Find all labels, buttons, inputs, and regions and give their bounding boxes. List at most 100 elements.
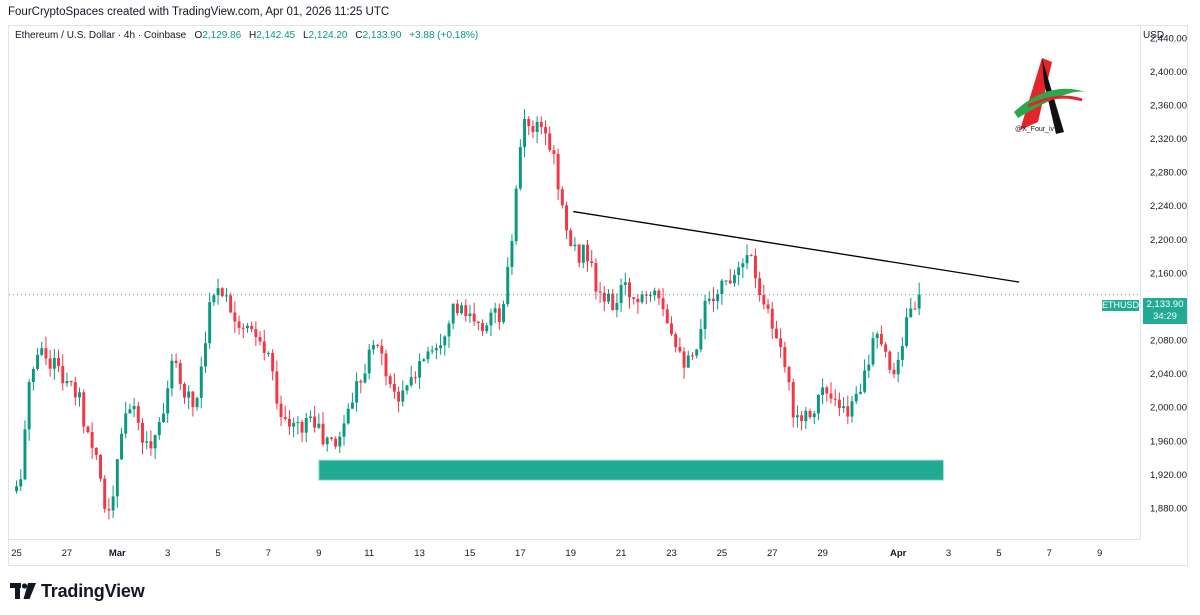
candle[interactable] [787,365,791,391]
candle[interactable] [464,299,468,322]
candle[interactable] [917,282,921,316]
candle[interactable] [283,405,287,421]
candle[interactable] [711,287,715,313]
candle[interactable] [384,349,388,386]
candle[interactable] [493,302,497,324]
candle[interactable] [678,337,682,354]
candle[interactable] [724,280,728,286]
candle[interactable] [342,415,346,446]
candle[interactable] [816,394,820,421]
candle[interactable] [573,237,577,251]
candle[interactable] [166,380,170,423]
candle[interactable] [602,286,606,312]
candle[interactable] [825,385,829,402]
candle[interactable] [506,257,510,307]
candle[interactable] [308,410,312,423]
candle[interactable] [854,386,858,405]
candle[interactable] [514,185,518,245]
candle[interactable] [52,348,56,380]
candle[interactable] [241,323,245,339]
candle[interactable] [758,271,762,302]
candle[interactable] [191,391,195,417]
candle[interactable] [82,389,86,434]
candle[interactable] [875,331,879,349]
candle[interactable] [481,319,485,336]
candle[interactable] [896,351,900,383]
candle[interactable] [422,358,426,362]
candle[interactable] [27,379,31,441]
candle[interactable] [661,288,665,317]
candle[interactable] [413,371,417,384]
candle[interactable] [741,258,745,279]
candle[interactable] [430,345,434,355]
candle[interactable] [846,395,850,424]
candle[interactable] [472,302,476,326]
candle[interactable] [518,139,522,191]
candle[interactable] [439,333,443,355]
candle[interactable] [913,301,917,310]
candle[interactable] [779,328,783,358]
candle[interactable] [577,243,581,268]
candle[interactable] [695,348,699,359]
candle[interactable] [132,397,136,418]
candle[interactable] [556,148,560,201]
candle[interactable] [162,403,165,424]
candle[interactable] [300,419,304,443]
candle[interactable] [489,308,493,337]
candle[interactable] [858,383,862,395]
candle[interactable] [644,291,648,305]
candle[interactable] [187,385,191,410]
candle[interactable] [271,349,275,381]
candle[interactable] [136,401,140,431]
candle[interactable] [426,346,430,364]
candle[interactable] [539,116,543,135]
candle[interactable] [208,292,212,349]
support-zone[interactable] [318,459,945,481]
candle[interactable] [262,329,266,361]
candle[interactable] [884,341,888,358]
candle[interactable] [821,378,825,405]
candle[interactable] [665,304,669,324]
candle[interactable] [350,392,354,409]
candle[interactable] [791,378,795,428]
candle[interactable] [153,434,157,460]
candle[interactable] [65,372,69,387]
candle[interactable] [560,186,564,209]
candle[interactable] [497,303,501,330]
candle[interactable] [703,294,707,340]
candle[interactable] [804,406,808,430]
candle[interactable] [863,359,867,394]
candle[interactable] [867,354,871,379]
candle[interactable] [292,417,296,437]
symbol-label[interactable]: Ethereum / U.S. Dollar · 4h · Coinbase [15,30,187,41]
candle[interactable] [812,410,816,425]
candle[interactable] [19,469,23,491]
candle[interactable] [346,403,350,425]
candle[interactable] [774,320,778,339]
price-axis[interactable] [1140,26,1188,539]
candle[interactable] [649,291,652,302]
candle[interactable] [90,422,94,459]
candle[interactable] [909,297,913,318]
candle[interactable] [128,403,132,414]
candle[interactable] [103,475,107,513]
candle[interactable] [367,344,371,380]
candle[interactable] [296,416,300,435]
candle[interactable] [833,389,837,407]
candle[interactable] [94,447,98,461]
candle[interactable] [548,126,552,153]
candle[interactable] [338,431,342,454]
candle[interactable] [716,289,720,310]
candle[interactable] [749,253,753,257]
candle[interactable] [40,341,44,357]
candle[interactable] [590,249,594,268]
candle[interactable] [120,427,123,461]
candle[interactable] [78,387,81,407]
candle[interactable] [245,322,249,333]
candle[interactable] [707,291,711,305]
candle[interactable] [69,380,73,387]
candle[interactable] [392,373,396,399]
candle[interactable] [691,352,694,360]
time-axis[interactable] [9,539,1140,540]
